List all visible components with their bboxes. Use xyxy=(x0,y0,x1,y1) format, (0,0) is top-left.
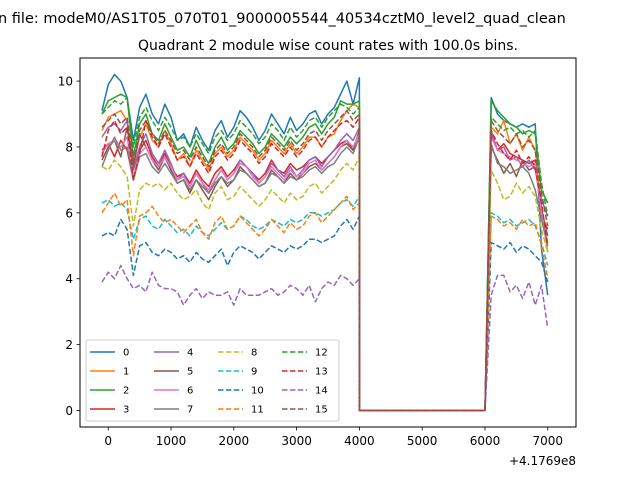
series-layer xyxy=(101,73,549,412)
legend-label-3: 3 xyxy=(123,405,129,416)
x-tick-label: 1000 xyxy=(156,434,187,448)
legend-label-4: 4 xyxy=(187,348,193,359)
legend-label-6: 6 xyxy=(187,386,193,397)
legend-label-7: 7 xyxy=(187,405,193,416)
legend-frame xyxy=(85,339,340,422)
series-line-15 xyxy=(101,109,549,412)
legend-label-15: 15 xyxy=(315,405,328,416)
y-tick-label: 4 xyxy=(65,272,73,286)
legend-label-9: 9 xyxy=(251,367,257,378)
legend-label-11: 11 xyxy=(251,405,264,416)
legend-label-1: 1 xyxy=(123,367,129,378)
x-tick-label: 4000 xyxy=(344,434,375,448)
y-tick-label: 10 xyxy=(58,75,73,89)
series-line-8 xyxy=(101,156,549,412)
chart-title: Quadrant 2 module wise count rates with … xyxy=(138,38,518,54)
legend-label-12: 12 xyxy=(315,348,328,359)
y-tick-label: 6 xyxy=(65,206,73,220)
y-tick-label: 0 xyxy=(65,404,73,418)
series-line-13 xyxy=(101,116,549,412)
legend-label-8: 8 xyxy=(251,348,257,359)
x-tick-label: 7000 xyxy=(532,434,563,448)
figure-suptitle: n file: modeM0/AS1T05_070T01_9000005544_… xyxy=(0,11,566,27)
x-tick-label: 2000 xyxy=(219,434,250,448)
x-tick-label: 3000 xyxy=(281,434,312,448)
legend-label-5: 5 xyxy=(187,367,193,378)
legend-label-14: 14 xyxy=(315,386,328,397)
plot-frame xyxy=(79,57,577,428)
legend-label-0: 0 xyxy=(123,348,129,359)
y-tick-label: 2 xyxy=(65,338,73,352)
y-tick-label: 8 xyxy=(65,140,73,154)
legend-label-10: 10 xyxy=(251,386,264,397)
x-tick-label: 6000 xyxy=(470,434,501,448)
legend-label-13: 13 xyxy=(315,367,328,378)
x-offset-text: +4.1769e8 xyxy=(509,454,576,468)
legend-label-2: 2 xyxy=(123,386,129,397)
x-tick-label: 0 xyxy=(104,434,112,448)
series-line-14 xyxy=(101,264,549,412)
x-tick-label: 5000 xyxy=(407,434,438,448)
